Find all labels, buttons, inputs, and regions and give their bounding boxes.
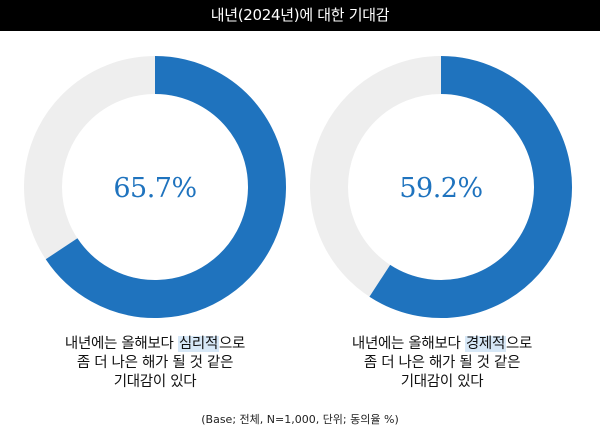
chart-2-caption-line-3: 기대감이 있다	[400, 374, 484, 390]
chart-2-caption-line-1: 내년에는 올해보다 경제적으로	[302, 335, 582, 354]
footnote: (Base; 전체, N=1,000, 단위; 동의율 %)	[201, 413, 399, 426]
chart-1-caption-text: 내년에는 올해보다	[64, 336, 178, 352]
chart-2-value-label: 59.2%	[399, 173, 483, 204]
chart-2-caption-line-2: 좀 더 나은 해가 될 것 같은	[363, 355, 521, 371]
chart-1-caption-highlight: 심리적	[177, 336, 219, 352]
chart-2-caption-text-end: 으로	[505, 336, 533, 352]
chart-1-caption-line-1: 내년에는 올해보다 심리적으로	[15, 335, 295, 354]
page-title: 내년(2024년)에 대한 기대감	[0, 0, 600, 31]
chart-2-caption: 내년에는 올해보다 경제적으로 좀 더 나은 해가 될 것 같은 기대감이 있다	[302, 335, 582, 392]
chart-2-caption-text: 내년에는 올해보다	[351, 336, 465, 352]
chart-1-value-arc	[45, 56, 286, 318]
chart-2-value-arc	[369, 56, 572, 318]
chart-2-caption-highlight: 경제적	[464, 336, 506, 352]
chart-1-caption: 내년에는 올해보다 심리적으로 좀 더 나은 해가 될 것 같은 기대감이 있다	[15, 335, 295, 392]
chart-1-caption-text-end: 으로	[218, 336, 246, 352]
donut-charts	[24, 56, 572, 318]
chart-1-value-label: 65.7%	[113, 173, 197, 204]
chart-1-caption-line-3: 기대감이 있다	[113, 374, 197, 390]
chart-1-caption-line-2: 좀 더 나은 해가 될 것 같은	[76, 355, 234, 371]
